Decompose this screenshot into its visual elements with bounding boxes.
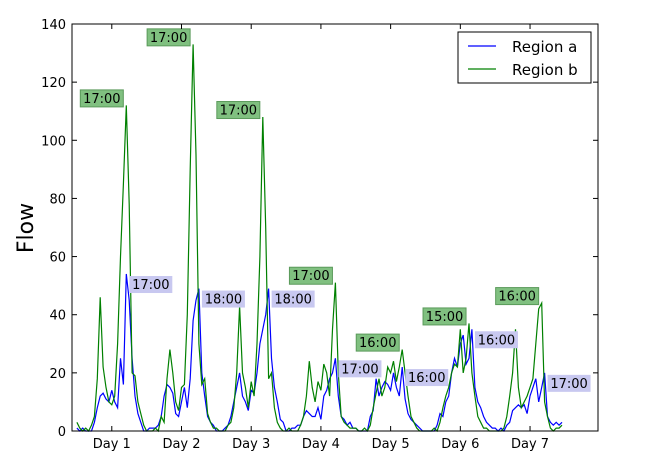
peak-annotation: 17:00 xyxy=(288,266,333,285)
peak-annotation: 17:00 xyxy=(547,374,591,392)
peak-annotation: 16:00 xyxy=(355,333,400,352)
annotation-label: 17:00 xyxy=(220,104,257,119)
y-axis-label: Flow xyxy=(14,203,39,253)
annotation-label: 17:00 xyxy=(550,377,587,392)
peak-annotation: 16:00 xyxy=(405,369,449,387)
plot-frame xyxy=(71,23,599,432)
peak-annotation: 16:00 xyxy=(495,287,540,306)
peak-annotation: 15:00 xyxy=(422,307,467,326)
peak-annotation: 17:00 xyxy=(79,89,124,108)
annotation-label: 17:00 xyxy=(83,92,120,107)
annotation-box xyxy=(271,290,315,308)
x-tick-label: Day 5 xyxy=(372,437,410,452)
annotation-label: 16:00 xyxy=(408,371,445,386)
legend: Region a Region b xyxy=(457,31,592,84)
y-tick-label: 80 xyxy=(49,192,66,207)
y-tick-label: 140 xyxy=(41,18,66,33)
y-tick-label: 0 xyxy=(58,425,66,440)
series-layer xyxy=(76,44,563,433)
annotation-label: 15:00 xyxy=(426,310,463,325)
annotation-label: 18:00 xyxy=(274,293,311,308)
annotation-box xyxy=(201,290,245,308)
legend-label-region-b: Region b xyxy=(512,61,578,79)
annotation-box xyxy=(79,89,124,108)
annotation-label: 17:00 xyxy=(150,31,187,46)
y-tick-label: 20 xyxy=(49,367,66,382)
annotation-box xyxy=(216,101,261,120)
peak-annotation: 16:00 xyxy=(474,331,518,349)
legend-label-region-a: Region a xyxy=(512,38,577,56)
peak-annotation: 17:00 xyxy=(216,101,261,120)
annotation-box xyxy=(146,28,191,47)
annotation-label: 17:00 xyxy=(341,362,378,377)
annotation-box xyxy=(338,360,382,378)
legend-box xyxy=(457,31,592,84)
annotation-box xyxy=(355,333,400,352)
annotation-label: 17:00 xyxy=(132,278,169,293)
annotation-box xyxy=(422,307,467,326)
annotation-box xyxy=(129,276,173,294)
x-tick-label: Day 1 xyxy=(93,437,131,452)
annotation-label: 16:00 xyxy=(498,290,535,305)
series-line-region-a xyxy=(76,273,563,433)
axis-layer: 0 20 40 60 80 100 120 140 Day 1 Day 2 Day 3 Day 4 Da… xyxy=(41,18,598,452)
y-tick-label: 100 xyxy=(41,134,66,149)
peak-annotation: 17:00 xyxy=(338,360,382,378)
annotation-label: 16:00 xyxy=(359,336,396,351)
peak-annotation: 17:00 xyxy=(129,276,173,294)
y-tick-label: 40 xyxy=(49,309,66,324)
annotation-box xyxy=(495,287,540,306)
annotation-label: 18:00 xyxy=(205,293,242,308)
annotation-box xyxy=(547,374,591,392)
peak-annotation: 17:00 xyxy=(146,28,191,47)
annotation-label: 16:00 xyxy=(478,333,515,348)
peak-annotation: 18:00 xyxy=(201,290,245,308)
x-tick-label: Day 7 xyxy=(511,437,549,452)
series-line-region-b xyxy=(76,44,563,433)
x-tick-label: Day 6 xyxy=(441,437,479,452)
x-tick-label: Day 4 xyxy=(302,437,340,452)
y-tick-label: 120 xyxy=(41,76,66,91)
annotation-layer: 17:00 17:00 17:00 17:00 16:00 15:00 16:00 17:00… xyxy=(79,28,591,392)
x-tick-label: Day 3 xyxy=(232,437,270,452)
y-tick-label: 60 xyxy=(49,251,66,266)
annotation-box xyxy=(288,266,333,285)
annotation-label: 17:00 xyxy=(292,269,329,284)
annotation-box xyxy=(405,369,449,387)
peak-annotation: 18:00 xyxy=(271,290,315,308)
x-tick-label: Day 2 xyxy=(162,437,200,452)
annotation-box xyxy=(474,331,518,349)
